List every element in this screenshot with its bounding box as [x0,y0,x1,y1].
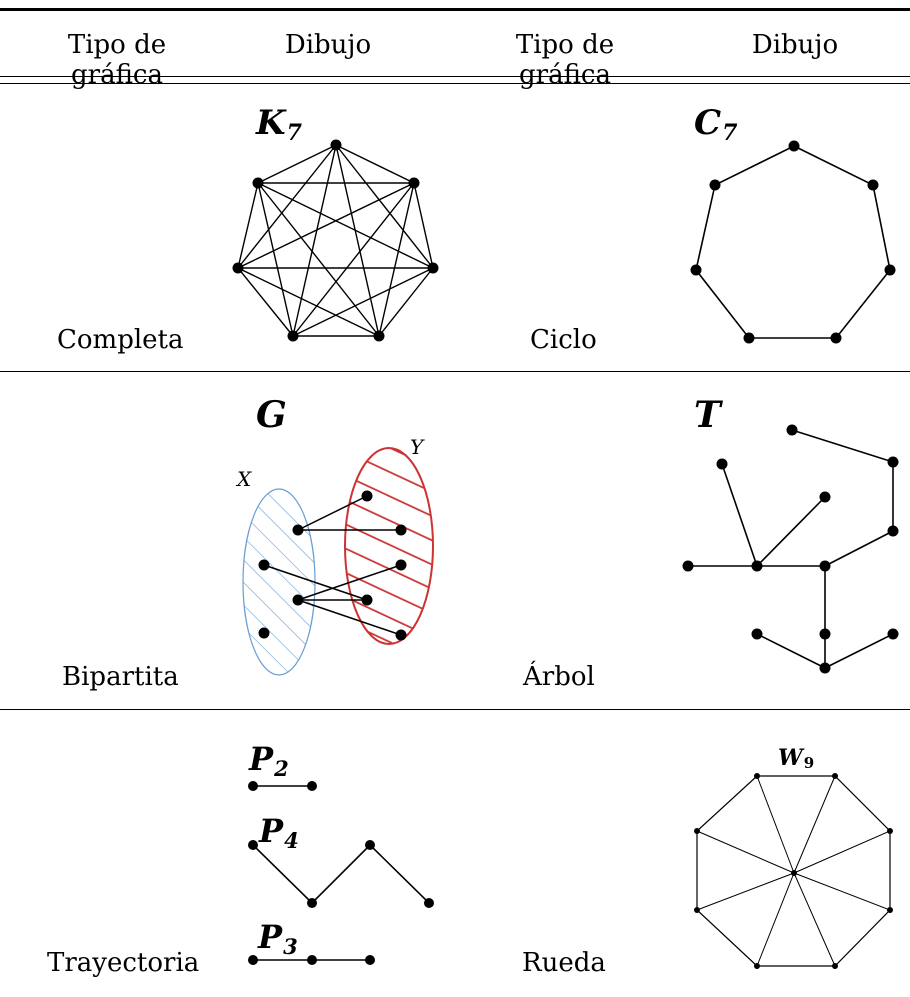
tree-vertices [682,424,899,674]
wheel-graph-w9: W9 [694,745,893,969]
wheel-vertex [754,773,760,779]
type-label-bipartite: Bipartita [62,662,179,692]
k7-edge [237,182,415,269]
wheel-vertex [832,773,838,779]
k7-edge [257,182,380,337]
tree-graph-t: T [682,394,899,674]
type-label-wheel: Rueda [522,948,606,978]
k7-vertex [232,262,244,274]
k7-vertex [408,177,420,189]
graph-label-p4: P4 [258,812,299,853]
wheel-spoke [696,872,795,911]
k7-vertex [252,177,264,189]
wheel-spoke [793,830,891,874]
graph-label-c7: C7 [694,103,738,146]
wheel-spoke [793,872,836,967]
graph-label-g: G [256,394,287,436]
c7-vertex [867,179,879,191]
k7-edge [257,144,337,184]
k7-edge [335,144,415,184]
header-rule-2 [0,83,910,84]
type-label-complete: Completa [57,325,184,355]
wheel-spoke [756,775,795,874]
c7-vertex [830,332,842,344]
graph-label-p3: P3 [257,918,298,959]
k7-edge [292,267,434,337]
header-type-1: Tipo de gráfica [67,30,167,90]
k7-vertex [373,330,385,342]
bipartite-graph-g: G X Y [235,394,434,676]
graph-label-w9: W9 [778,745,814,772]
type-label-tree: Árbol [523,662,595,692]
k7-edge [292,144,337,337]
wheel-vertex [832,963,838,969]
c7-vertex [709,179,721,191]
c7-vertex [884,264,896,276]
wheel-spoke [696,830,795,874]
bipartite-edges [263,495,402,636]
k7-edge [257,182,434,269]
cycle-graph-c7: C7 [690,103,896,344]
k7-vertex [427,262,439,274]
k7-edge [237,267,380,337]
k7-edge [335,144,380,337]
wheel-spoke [793,872,891,911]
k7-edge [257,182,294,337]
path-p4 [248,840,434,908]
wheel-spoke [756,872,795,967]
k7-edge [292,182,415,337]
graph-label-t: T [694,394,723,436]
wheel-vertex [887,907,893,913]
row-divider [0,709,910,710]
k7-edge [378,182,415,337]
c7-vertex [788,140,800,152]
k7-edge [237,267,294,337]
header-drawing-1: Dibujo [284,30,372,60]
wheel-spoke [793,775,836,874]
wheel-vertex [754,963,760,969]
k7-edge [237,144,337,269]
graph-label-p2: P2 [248,740,289,781]
set-y-label: Y [410,435,425,459]
path-p3 [248,955,375,965]
set-x-label: X [235,467,252,491]
header-drawing-2: Dibujo [751,30,839,60]
k7-edge [413,182,434,269]
wheel-vertex [694,828,700,834]
header-rule [0,76,910,77]
c7-vertex [690,264,702,276]
set-x-region [242,488,316,676]
c7-vertex [743,332,755,344]
k7-edge [237,182,259,269]
k7-edge [335,144,434,269]
type-label-cycle: Ciclo [530,325,597,355]
wheel-hub [791,870,797,876]
row-divider [0,371,910,372]
type-label-path: Trayectoria [47,948,200,978]
k7-vertex [287,330,299,342]
bipartite-vertices [258,490,407,641]
k7-edge [378,267,434,337]
wheel-vertex [694,907,700,913]
path-graphs: P2 P4 P3 [248,740,434,965]
top-rule [0,8,910,11]
graph-label-k7: K7 [255,103,303,146]
complete-graph-k7: K7 [232,103,439,342]
k7-vertex [330,139,342,151]
header-type-2: Tipo de gráfica [515,30,615,90]
path-p2 [248,781,317,791]
set-y-region [344,447,434,645]
wheel-vertex [887,828,893,834]
